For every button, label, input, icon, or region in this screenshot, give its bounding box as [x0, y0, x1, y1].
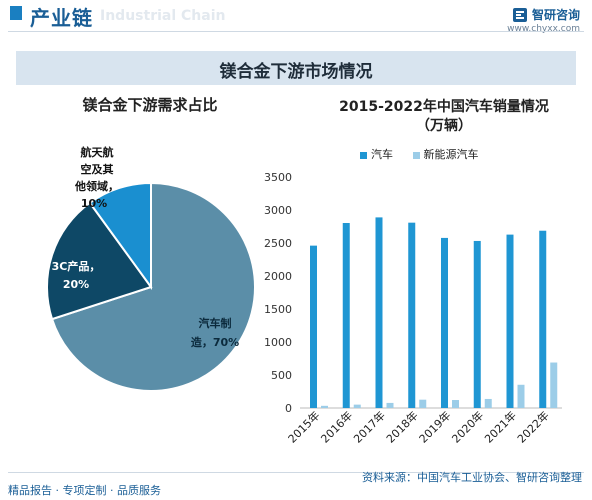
x-tick-label: 2021年: [482, 408, 519, 445]
y-tick-label: 2500: [264, 237, 292, 250]
source-note: 资料来源：中国汽车工业协会、智研咨询整理: [362, 471, 582, 484]
pie-slice-label: 空及其: [81, 162, 114, 176]
header-divider: [8, 31, 584, 32]
bar-nev: [419, 399, 427, 408]
bar-car: [375, 217, 383, 408]
bar-legend: 汽车 新能源汽车: [360, 146, 495, 162]
bar-nev: [484, 398, 492, 408]
header-square-icon: [10, 6, 22, 20]
bar-nev: [353, 404, 361, 408]
pie-slice-label: 航天航: [81, 145, 114, 159]
top-bar: 产业链 Industrial Chain 智研咨询 www.chyxx.com: [0, 0, 592, 34]
pie-slice-label: 3C产品，: [52, 259, 101, 273]
bar-nev: [550, 362, 558, 408]
pie-slice-label: 汽车制: [199, 316, 232, 330]
x-tick-label: 2016年: [318, 408, 355, 445]
pie-slice-label: 20%: [63, 278, 89, 291]
bar-car: [506, 234, 514, 408]
bar-nev: [517, 384, 525, 408]
bar-chart-title: 2015-2022年中国汽车销量情况: [339, 99, 549, 115]
brand: 智研咨询 www.chyxx.com: [507, 4, 580, 34]
y-tick-label: 500: [271, 369, 292, 382]
pie-slice: [46, 201, 153, 321]
brand-url: www.chyxx.com: [507, 24, 580, 34]
banner-title: 镁合金下游市场情况: [219, 62, 373, 82]
x-tick-label: 2022年: [514, 408, 551, 445]
y-tick-label: 2000: [264, 270, 292, 283]
section-banner: 镁合金下游市场情况: [16, 51, 576, 85]
pie-slice-label: 他领域，: [74, 179, 119, 193]
bar-car: [408, 222, 416, 408]
bar-nev: [452, 400, 459, 408]
x-tick-label: 2019年: [416, 408, 453, 445]
legend-swatch-car: [360, 151, 367, 159]
brand-logo-icon: [512, 7, 527, 22]
bar-nev: [386, 402, 394, 408]
bar-nev: [321, 405, 328, 408]
bar-chart-unit: （万辆）: [416, 118, 472, 134]
legend-swatch-nev: [412, 151, 420, 159]
pie-slice: [88, 181, 152, 291]
legend-label-car: 汽车: [371, 148, 393, 161]
pie-chart-title: 镁合金下游需求占比: [82, 96, 218, 114]
pie-slice-label: 10%: [81, 197, 107, 210]
y-tick-label: 3500: [264, 171, 292, 184]
bar-car: [342, 223, 350, 408]
y-tick-label: 1500: [264, 303, 292, 316]
y-tick-label: 0: [285, 402, 292, 415]
page-header-title: 产业链: [30, 6, 93, 30]
bar-car: [441, 237, 448, 408]
legend-item-car: 汽车: [360, 146, 393, 162]
page-header-subtitle-en: Industrial Chain: [100, 8, 226, 24]
y-tick-label: 3000: [264, 204, 292, 217]
x-tick-label: 2018年: [383, 408, 420, 445]
bar-car: [310, 245, 317, 408]
footer-divider: [8, 472, 584, 473]
x-tick-label: 2017年: [351, 408, 388, 445]
brand-name: 智研咨询: [531, 8, 580, 22]
pie-slice: [50, 181, 256, 392]
x-tick-label: 2020年: [449, 408, 486, 445]
legend-item-nev: 新能源汽车: [412, 146, 479, 162]
pie-slice-label: 造，70%: [191, 335, 239, 349]
y-tick-label: 1000: [264, 336, 292, 349]
bar-car: [473, 240, 481, 408]
footer-tagline: 精品报告 · 专项定制 · 品质服务: [8, 484, 161, 497]
legend-label-nev: 新能源汽车: [423, 148, 479, 161]
bar-car: [539, 230, 547, 408]
